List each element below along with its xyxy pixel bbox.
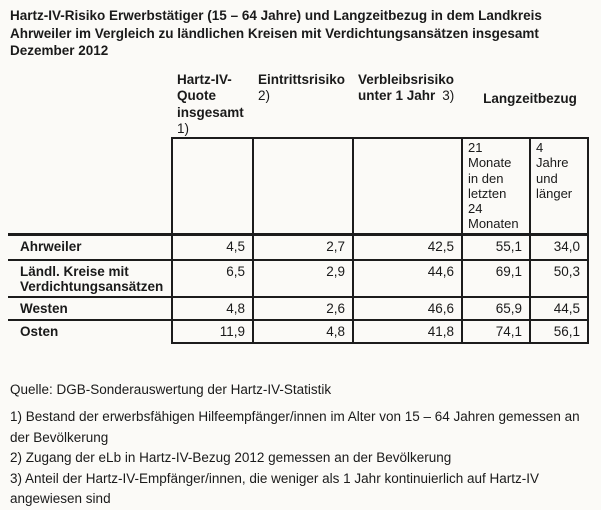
footnote-1-line-2: der Bevölkerung [10,429,109,445]
footnote-2-line-1: 2) Zugang der eLb in Hartz-IV-Bezug 2012… [10,450,452,465]
row-label-line: Osten [20,323,59,339]
subheader-4-jahre-line: 4 [536,140,544,156]
subheader-4-jahre-line: und [536,170,558,186]
subheader-21-monate-line: letzten [468,185,507,201]
table-row-osten: Osten 11,9 4,8 41,8 74,1 56,1 [8,318,589,344]
value-cell: 4,8 [252,318,354,344]
value-cell: 42,5 [352,233,463,262]
row-label-cell: Westen [8,296,173,321]
header-verbleibsrisiko-line1: Verbleibsrisiko [358,72,455,87]
value-cell: 44,5 [529,296,589,321]
header-eintrittsrisiko-label: Eintrittsrisiko [258,72,346,87]
value-cell: 11,9 [171,318,254,344]
header-langzeitbezug-cell: Langzeitbezug [462,63,588,138]
subheader-21-monate-cell: 21 Monate in den letzten 24 Monaten [461,137,531,236]
value-cell: 2,6 [252,296,354,321]
subheader-4-jahre-line: Jahre [536,155,569,171]
header-verbleibsrisiko-line2-text: unter 1 Jahr [358,88,436,104]
value-cell: 50,3 [529,259,589,299]
subheader-21-monate-line: 24 [468,201,483,216]
footnotes-block: 1) Bestand der erwerbsfähigen Hilfeempfä… [10,407,580,510]
subheader-empty-cell-eintritt [252,137,354,236]
value-cell: 69,1 [461,259,531,299]
column-header-row: Hartz-IV- Quote insgesamt 1) Eintrittsri… [8,63,588,138]
row-label-cell: Ahrweiler [8,233,173,262]
statistics-table-region: Hartz-IV- Quote insgesamt 1) Eintrittsri… [8,63,589,344]
subheader-21-monate-line: 21 [468,140,483,156]
subheader-row: 21 Monate in den letzten 24 Monaten 4 Ja… [8,137,589,236]
table-row-laendliche-kreise: Ländl. Kreise mit Verdichtungsansätzen 6… [8,259,589,299]
footnote-3-line-1: 3) Anteil der Hartz-IV-Empfänger/innen, … [10,470,540,486]
header-eintrittsrisiko-cell: Eintrittsrisiko 2) [253,63,353,138]
table-row-ahrweiler: Ahrweiler 4,5 2,7 42,5 55,1 34,0 [8,233,589,262]
header-langzeitbezug-label: Langzeitbezug [483,91,577,106]
row-label-line: Ahrweiler [20,238,82,254]
header-verbleibsrisiko-line2: unter 1 Jahr 3) [358,88,462,104]
footnote-mark-1: 1) [177,120,190,136]
value-cell: 55,1 [461,233,531,262]
footnote-3-line-2: angewiesen sind [10,491,111,506]
header-hartz-iv-quote-line2: Quote [177,88,216,104]
header-hartz-iv-quote-cell: Hartz-IV- Quote insgesamt 1) [172,63,253,138]
value-cell: 4,8 [171,296,254,321]
source-line: Quelle: DGB-Sonderauswertung der Hartz-I… [10,382,332,397]
value-cell: 34,0 [529,233,589,262]
footnote-1-line-1: 1) Bestand der erwerbsfähigen Hilfeempfä… [10,409,580,424]
footnote-mark-3: 3) [442,88,455,104]
value-cell: 44,6 [352,259,463,299]
row-label-line: Ländl. Kreise mit [20,264,129,280]
row-label-cell: Osten [8,318,173,343]
document-title: Hartz-IV-Risiko Erwerbstätiger (15 – 64 … [10,7,542,60]
value-cell: 41,8 [352,318,463,344]
header-hartz-iv-quote-line1: Hartz-IV- [177,72,232,87]
footnote-mark-2: 2) [258,88,271,104]
subheader-4-jahre-line: länger [536,185,573,201]
header-verbleibsrisiko-cell: Verbleibsrisiko unter 1 Jahr 3) [353,63,462,138]
value-cell: 2,9 [252,259,354,299]
subheader-21-monate-line: in den [468,170,504,186]
header-hartz-iv-quote-line3: insgesamt [177,104,244,120]
subheader-21-monate-line: Monate [468,155,512,171]
value-cell: 6,5 [171,259,254,299]
subheader-empty-cell-verbleib [352,137,463,236]
table-row-westen: Westen 4,8 2,6 46,6 65,9 44,5 [8,296,589,321]
subheader-4-jahre-cell: 4 Jahre und länger [529,137,589,236]
row-label-line: Verdichtungsansätzen [20,278,164,294]
region-header-spacer-cell [8,63,172,138]
title-line-3: Dezember 2012 [10,43,109,58]
value-cell: 65,9 [461,296,531,321]
row-label-cell: Ländl. Kreise mit Verdichtungsansätzen [8,259,173,299]
title-line-2: Ahrweiler im Vergleich zu ländlichen Kre… [10,25,539,41]
subheader-21-monate-line: Monaten [468,216,519,232]
value-cell: 2,7 [252,233,354,262]
row-label-line: Westen [20,301,68,317]
value-cell: 56,1 [529,318,589,344]
subheader-empty-cell-quote [171,137,254,236]
value-cell: 46,6 [352,296,463,321]
value-cell: 4,5 [171,233,254,262]
title-line-1: Hartz-IV-Risiko Erwerbstätiger (15 – 64 … [10,8,542,23]
subheader-region-void-cell [8,138,173,236]
statistics-table: Hartz-IV- Quote insgesamt 1) Eintrittsri… [8,63,589,344]
value-cell: 74,1 [461,318,531,344]
